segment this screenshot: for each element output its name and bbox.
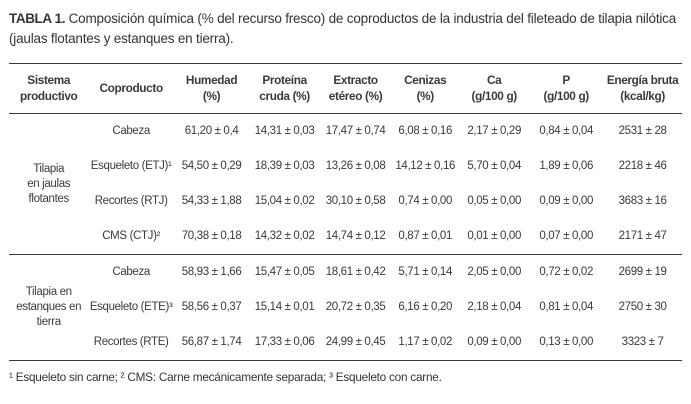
value-cell: 14,31 ± 0,03 <box>254 125 315 138</box>
value-cell: 0,05 ± 0,00 <box>467 195 521 208</box>
value-cell: 6,16 ± 0,20 <box>398 301 453 314</box>
value-cell: 17,47 ± 0,74 <box>325 125 386 138</box>
col-header-humedad: Humedad (%) <box>173 63 250 115</box>
table-row: Recortes (RTJ) 54,33 ± 1,88 15,04 ± 0,02… <box>9 184 682 219</box>
value-cell: 13,26 ± 0,08 <box>325 160 386 173</box>
value-cell: 20,72 ± 0,35 <box>325 301 386 314</box>
value-cell: 14,74 ± 0,12 <box>325 230 386 243</box>
table-row: Recortes (RTE) 56,87 ± 1,74 17,33 ± 0,06… <box>9 325 682 361</box>
value-cell: 15,14 ± 0,01 <box>254 301 315 314</box>
value-cell: 2,18 ± 0,04 <box>467 301 521 314</box>
value-cell: 14,32 ± 0,02 <box>254 230 315 243</box>
col-header-proteina-cruda: Proteína cruda (%) <box>249 63 320 115</box>
composition-table: Sistema productivo Coproducto Humedad (%… <box>9 63 682 362</box>
coproducto-cell: Esqueleto (ETJ)¹ <box>90 160 172 173</box>
value-cell: 58,56 ± 0,37 <box>181 301 242 314</box>
value-cell: 0,09 ± 0,00 <box>539 195 593 208</box>
value-cell: 0,84 ± 0,04 <box>539 125 593 138</box>
value-cell: 2,05 ± 0,00 <box>467 266 521 279</box>
value-cell: 0,81 ± 0,04 <box>539 301 593 314</box>
col-header-cenizas: Cenizas (%) <box>391 63 460 115</box>
table-row: Tilapia en jaulas flotantes Cabeza 61,20… <box>9 114 682 204</box>
value-cell: 15,47 ± 0,05 <box>254 266 315 279</box>
value-cell: 3323 ± 7 <box>621 336 664 349</box>
value-cell: 2218 ± 46 <box>618 160 667 173</box>
value-cell: 2,17 ± 0,29 <box>467 125 521 138</box>
group-estanques-en-tierra: Tilapia en estanques en tierra Cabeza 58… <box>9 255 682 361</box>
value-cell: 2699 ± 19 <box>618 266 667 279</box>
value-cell: 54,50 ± 0,29 <box>181 160 242 173</box>
value-cell: 54,33 ± 1,88 <box>181 195 242 208</box>
col-header-coproducto: Coproducto <box>88 63 174 115</box>
value-cell: 56,87 ± 1,74 <box>181 336 242 349</box>
table-caption-label: TABLA 1. <box>9 11 66 26</box>
value-cell: 30,10 ± 0,58 <box>325 195 386 208</box>
coproducto-cell: Recortes (RTJ) <box>94 195 168 208</box>
table-header-row: Sistema productivo Coproducto Humedad (%… <box>9 63 682 115</box>
value-cell: 1,17 ± 0,02 <box>398 336 453 349</box>
value-cell: 2171 ± 47 <box>618 230 667 243</box>
table-caption: TABLA 1. Composición química (% del recu… <box>9 9 682 48</box>
col-header-extracto-etereo: Extracto etéreo (%) <box>319 63 392 115</box>
value-cell: 17,33 ± 0,06 <box>254 336 315 349</box>
value-cell: 14,12 ± 0,16 <box>395 160 456 173</box>
value-cell: 0,01 ± 0,00 <box>467 230 521 243</box>
table-row: Tilapia en estanques en tierra Cabeza 58… <box>9 255 682 328</box>
value-cell: 2750 ± 30 <box>618 301 667 314</box>
value-cell: 0,72 ± 0,02 <box>539 266 593 279</box>
value-cell: 6,08 ± 0,16 <box>398 125 453 138</box>
value-cell: 70,38 ± 0,18 <box>181 230 242 243</box>
value-cell: 18,39 ± 0,03 <box>254 160 315 173</box>
value-cell: 15,04 ± 0,02 <box>254 195 315 208</box>
value-cell: 58,93 ± 1,66 <box>181 266 242 279</box>
table-caption-text: Composición química (% del recurso fresc… <box>9 11 677 46</box>
coproducto-cell: Recortes (RTE) <box>93 336 169 349</box>
group-label-jaulas-flotantes: Tilapia en jaulas flotantes <box>27 162 71 205</box>
value-cell: 0,74 ± 0,00 <box>398 195 453 208</box>
value-cell: 18,61 ± 0,42 <box>325 266 386 279</box>
group-jaulas-flotantes: Tilapia en jaulas flotantes Cabeza 61,20… <box>9 114 682 255</box>
col-header-ca: Ca (g/100 g) <box>459 63 530 115</box>
coproducto-cell: Esqueleto (ETE)³ <box>89 301 173 314</box>
table-footnote: ¹ Esqueleto sin carne; ² CMS: Carne mecá… <box>9 370 442 385</box>
table-row: CMS (CTJ)² 70,38 ± 0,18 14,32 ± 0,02 14,… <box>9 219 682 255</box>
col-header-sistema-productivo: Sistema productivo <box>9 63 89 115</box>
group-label-estanques-en-tierra: Tilapia en estanques en tierra <box>16 286 82 329</box>
col-header-energia-bruta: Energía bruta (kcal/kg) <box>603 63 682 115</box>
value-cell: 5,71 ± 0,14 <box>398 266 453 279</box>
value-cell: 2531 ± 28 <box>618 125 667 138</box>
value-cell: 0,87 ± 0,01 <box>398 230 453 243</box>
value-cell: 24,99 ± 0,45 <box>325 336 386 349</box>
value-cell: 0,07 ± 0,00 <box>539 230 593 243</box>
coproducto-cell: Cabeza <box>112 266 150 279</box>
value-cell: 0,09 ± 0,00 <box>467 336 521 349</box>
value-cell: 5,70 ± 0,04 <box>467 160 521 173</box>
value-cell: 0,13 ± 0,00 <box>539 336 593 349</box>
value-cell: 3683 ± 16 <box>618 195 667 208</box>
value-cell: 1,89 ± 0,06 <box>539 160 593 173</box>
col-header-p: P (g/100 g) <box>529 63 604 115</box>
coproducto-cell: Cabeza <box>112 125 150 138</box>
value-cell: 61,20 ± 0,4 <box>184 125 239 138</box>
coproducto-cell: CMS (CTJ)² <box>102 230 161 243</box>
table-row: Esqueleto (ETJ)¹ 54,50 ± 0,29 18,39 ± 0,… <box>9 149 682 184</box>
page: TABLA 1. Composición química (% del recu… <box>9 9 682 385</box>
table-row: Esqueleto (ETE)³ 58,56 ± 0,37 15,14 ± 0,… <box>9 290 682 325</box>
